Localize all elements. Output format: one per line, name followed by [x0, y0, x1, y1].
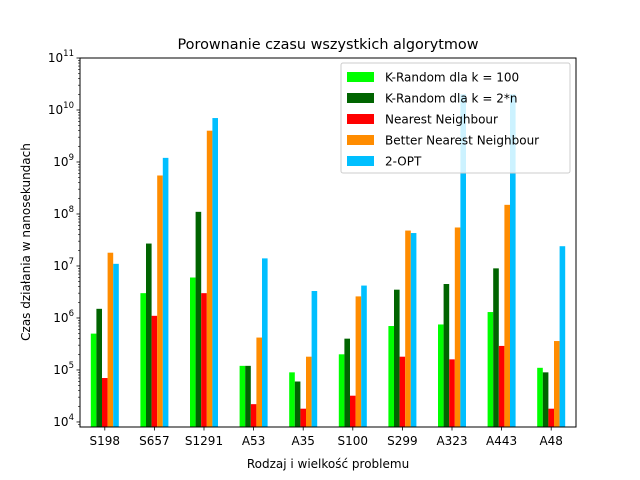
y-tick-label: 106: [53, 309, 74, 325]
bar-S198-series-3: [107, 252, 114, 427]
bar-A53-series-2: [250, 404, 257, 427]
legend-swatch: [347, 114, 374, 124]
bar-S198-series-0: [90, 333, 97, 427]
y-axis-title: Czas działania w nanosekundach: [19, 143, 33, 341]
bar-A323-series-0: [438, 324, 444, 427]
x-tick-label: A443: [486, 434, 517, 448]
legend-swatch: [347, 135, 374, 145]
bar-S198-series-4: [113, 263, 119, 427]
bar-S1291-series-2: [201, 293, 207, 427]
legend-swatch: [347, 93, 374, 103]
bar-A35-series-2: [300, 408, 306, 427]
bar-A35-series-0: [289, 372, 295, 427]
y-tick-label: 105: [53, 361, 74, 377]
x-axis-ticks: S198 S657 S1291 A53 A35 S100 S299 A323 A443 A48: [90, 427, 563, 448]
bar-S100-series-2: [350, 395, 356, 427]
bar-A35-series-1: [294, 381, 301, 427]
bar-S100-series-3: [355, 296, 362, 427]
bar-A323-series-3: [454, 227, 461, 427]
x-tick-label: A323: [436, 434, 467, 448]
bars-layer: [90, 94, 566, 428]
bar-S299-series-0: [388, 326, 394, 427]
bar-A53-series-4: [262, 258, 268, 427]
y-tick-label: 104: [53, 413, 74, 429]
x-tick-label: S100: [338, 434, 369, 448]
legend-label: 2-OPT: [385, 155, 422, 169]
bar-A35-series-4: [311, 291, 318, 427]
bar-A35-series-3: [306, 356, 312, 427]
legend-label: K-Random dla k = 2*n: [385, 92, 517, 106]
x-tick-label: A53: [242, 434, 265, 448]
bar-A323-series-2: [449, 359, 455, 427]
bar-A48-series-3: [554, 341, 560, 427]
bar-S198-series-2: [102, 378, 108, 427]
bar-S657-series-0: [140, 293, 146, 427]
y-tick-label: 1011: [48, 49, 74, 65]
y-tick-label: 1010: [48, 101, 74, 117]
bar-A53-series-3: [256, 337, 262, 427]
chart-title: Porownanie czasu wszystkich algorytmow: [178, 37, 479, 53]
bar-A443-series-0: [487, 312, 494, 427]
x-tick-label: A48: [539, 434, 562, 448]
y-tick-label: 107: [53, 257, 74, 273]
bar-A323-series-4: [460, 94, 466, 427]
plot-frame: [79, 57, 577, 428]
bar-S657-series-2: [151, 315, 158, 427]
bar-S299-series-2: [399, 356, 406, 427]
bar-A53-series-0: [239, 365, 246, 427]
bar-S299-series-1: [394, 289, 400, 427]
bar-A48-series-2: [548, 408, 554, 427]
y-axis-ticks: 104 105 106 107 108 109 1010 1011: [48, 49, 80, 429]
bar-S100-series-0: [338, 354, 345, 427]
x-tick-label: S657: [139, 434, 170, 448]
bar-S299-series-3: [405, 230, 411, 427]
legend-swatch: [347, 156, 374, 166]
bar-S657-series-4: [162, 157, 169, 427]
bar-A443-series-4: [510, 94, 516, 427]
y-tick-label: 109: [53, 153, 74, 169]
bar-A443-series-3: [504, 204, 510, 427]
legend-swatch: [347, 72, 374, 82]
bar-A443-series-2: [498, 345, 505, 427]
bar-S299-series-4: [410, 233, 417, 427]
bar-A48-series-4: [559, 246, 566, 427]
y-tick-label: 108: [53, 205, 74, 221]
bar-S1291-series-0: [190, 277, 196, 427]
x-tick-label: S1291: [185, 434, 223, 448]
legend-label: Better Nearest Neighbour: [385, 134, 539, 148]
bar-S1291-series-1: [195, 211, 202, 427]
bar-S1291-series-4: [212, 118, 218, 428]
legend-label: Nearest Neighbour: [385, 113, 498, 127]
bar-S198-series-1: [96, 308, 102, 427]
x-tick-label: S198: [90, 434, 121, 448]
bar-A48-series-1: [542, 372, 549, 427]
legend-box: [340, 62, 571, 174]
x-axis-title: Rodzaj i wielkość problemu: [247, 457, 409, 471]
bar-S100-series-4: [361, 285, 367, 427]
x-tick-label: S299: [387, 434, 418, 448]
x-tick-label: A35: [291, 434, 314, 448]
bar-A323-series-1: [443, 284, 450, 427]
bar-A443-series-1: [493, 268, 499, 427]
bar-S657-series-1: [146, 243, 152, 427]
bar-S1291-series-3: [206, 130, 213, 427]
bar-S657-series-3: [157, 175, 163, 427]
bar-S100-series-1: [344, 338, 350, 427]
legend-label: K-Random dla k = 100: [385, 71, 519, 85]
bar-A48-series-0: [537, 367, 543, 427]
bar-A53-series-1: [245, 365, 251, 427]
legend: K-Random dla k = 100 K-Random dla k = 2*n…: [340, 62, 571, 174]
